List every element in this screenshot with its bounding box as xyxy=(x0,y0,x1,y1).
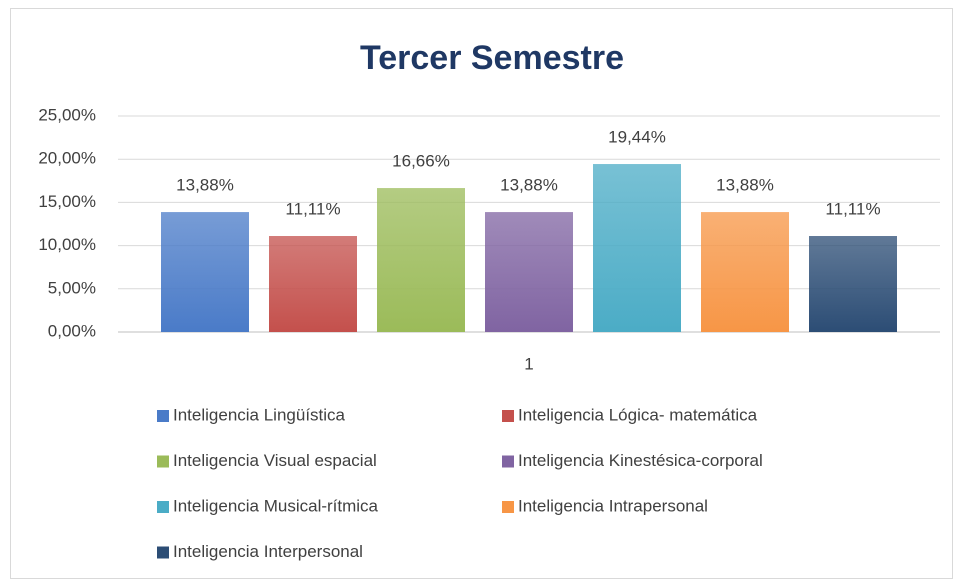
data-label: 13,88% xyxy=(500,176,558,195)
legend-swatch xyxy=(502,501,514,513)
bar xyxy=(809,236,897,332)
legend-swatch xyxy=(157,501,169,513)
data-label: 13,88% xyxy=(176,176,234,195)
data-label: 11,11% xyxy=(825,199,880,218)
legend-swatch xyxy=(157,455,169,468)
data-label: 19,44% xyxy=(608,128,666,147)
data-label: 11,11% xyxy=(285,199,340,218)
legend-label: Inteligencia Intrapersonal xyxy=(518,496,708,515)
y-tick-label: 20,00% xyxy=(38,149,96,168)
legend-label: Inteligencia Kinestésica-corporal xyxy=(518,451,763,470)
y-tick-label: 0,00% xyxy=(48,321,96,340)
y-tick-label: 25,00% xyxy=(38,105,96,124)
x-tick-label: 1 xyxy=(524,354,533,373)
legend-swatch xyxy=(157,546,169,559)
bar xyxy=(593,164,681,332)
legend-label: Inteligencia Interpersonal xyxy=(173,542,363,561)
legend-label: Inteligencia Lógica- matemática xyxy=(518,405,758,424)
legend-swatch xyxy=(502,410,514,422)
bar xyxy=(701,212,789,332)
legend-label: Inteligencia Lingüística xyxy=(173,405,346,424)
legend-swatch xyxy=(502,455,514,468)
y-tick-label: 5,00% xyxy=(48,278,96,297)
bar xyxy=(485,212,573,332)
bar xyxy=(377,188,465,332)
legend-label: Inteligencia Musical-rítmica xyxy=(173,496,379,515)
data-label: 16,66% xyxy=(392,152,450,171)
y-tick-label: 15,00% xyxy=(38,192,96,211)
bar xyxy=(161,212,249,332)
legend-label: Inteligencia Visual espacial xyxy=(173,451,377,470)
legend-swatch xyxy=(157,410,169,422)
bar xyxy=(269,236,357,332)
data-label: 13,88% xyxy=(716,176,774,195)
y-tick-label: 10,00% xyxy=(38,235,96,254)
chart-title: Tercer Semestre xyxy=(360,39,624,77)
